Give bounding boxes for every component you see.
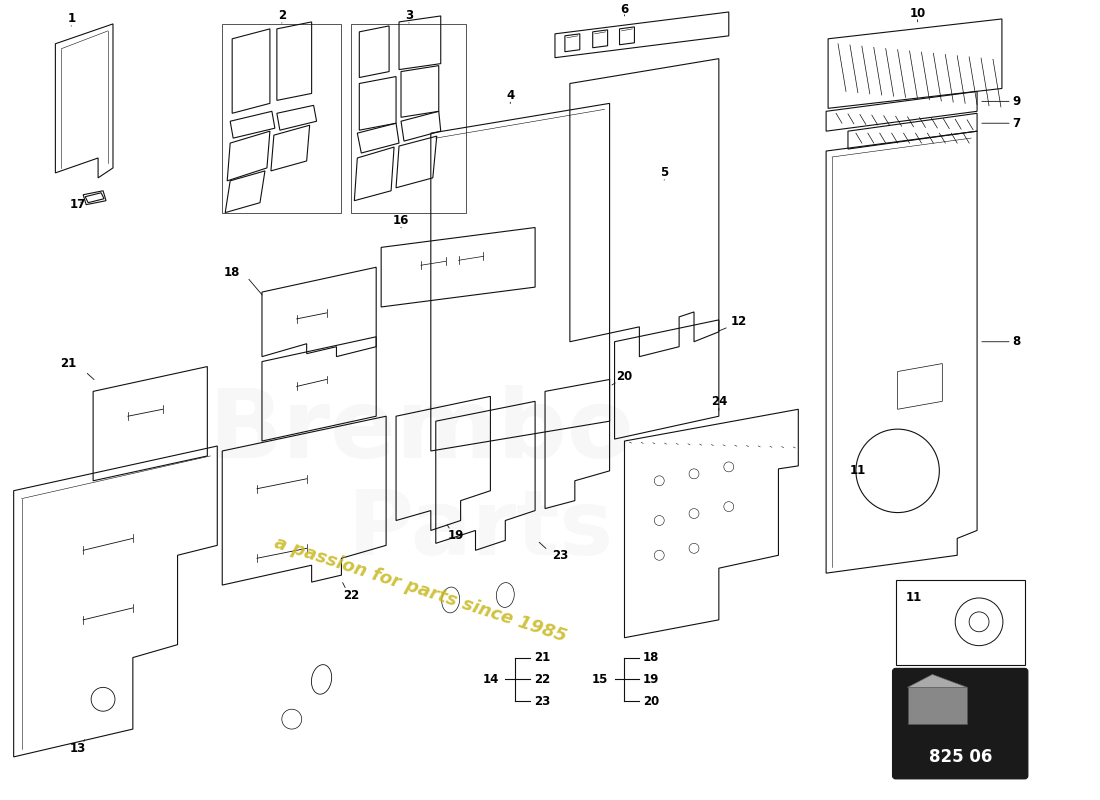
Text: 3: 3 [405,10,412,22]
Text: 6: 6 [620,2,628,15]
Text: 23: 23 [534,694,550,708]
Text: 4: 4 [506,89,515,102]
Text: 1: 1 [67,13,75,26]
Text: 19: 19 [448,529,464,542]
Text: 9: 9 [1013,95,1021,108]
Text: 19: 19 [644,673,660,686]
Text: 21: 21 [60,357,76,370]
Text: 17: 17 [70,198,86,211]
Text: 20: 20 [616,370,632,383]
Text: 825 06: 825 06 [928,748,992,766]
Text: 24: 24 [711,395,727,408]
Text: 13: 13 [70,742,86,755]
Text: 11: 11 [850,464,866,478]
Text: 18: 18 [224,266,241,278]
Text: 16: 16 [393,214,409,227]
Text: 18: 18 [644,651,660,664]
Text: 5: 5 [660,166,669,179]
Text: 11: 11 [905,591,922,605]
Polygon shape [908,674,967,687]
Text: 7: 7 [1013,117,1021,130]
Text: 22: 22 [343,589,360,602]
Text: Brembo: Brembo [208,385,634,478]
Text: 10: 10 [910,7,925,21]
Text: Parts: Parts [348,486,614,574]
Text: 14: 14 [482,673,498,686]
Text: 22: 22 [534,673,550,686]
Text: 15: 15 [592,673,608,686]
Text: 20: 20 [644,694,659,708]
Bar [895,580,1025,665]
Text: 23: 23 [552,549,568,562]
Text: 2: 2 [278,10,286,22]
Text: a passion for parts since 1985: a passion for parts since 1985 [273,534,570,646]
Text: 21: 21 [534,651,550,664]
FancyBboxPatch shape [893,669,1027,778]
Text: 8: 8 [1013,335,1021,348]
Text: 12: 12 [730,315,747,328]
Polygon shape [908,687,967,724]
